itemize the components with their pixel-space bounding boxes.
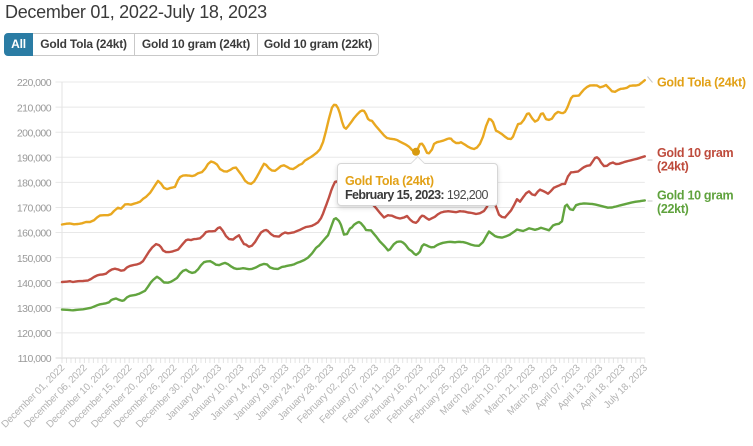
svg-text:190,000: 190,000 <box>17 153 52 165</box>
svg-text:Gold 10 gram: Gold 10 gram <box>657 189 733 203</box>
svg-text:110,000: 110,000 <box>18 353 52 365</box>
svg-text:180,000: 180,000 <box>17 178 52 190</box>
svg-text:200,000: 200,000 <box>17 127 52 139</box>
svg-text:120,000: 120,000 <box>17 328 52 340</box>
svg-text:210,000: 210,000 <box>17 102 52 114</box>
svg-text:160,000: 160,000 <box>17 228 52 240</box>
svg-text:Gold 10 gram: Gold 10 gram <box>657 146 733 160</box>
svg-text:130,000: 130,000 <box>17 303 52 315</box>
svg-text:(24kt): (24kt) <box>657 160 689 174</box>
svg-text:140,000: 140,000 <box>17 278 52 290</box>
svg-text:(22kt): (22kt) <box>657 202 689 216</box>
svg-text:170,000: 170,000 <box>17 203 52 215</box>
svg-text:220,000: 220,000 <box>17 77 52 89</box>
svg-text:Gold Tola (24kt): Gold Tola (24kt) <box>657 76 746 90</box>
svg-text:150,000: 150,000 <box>17 253 52 265</box>
